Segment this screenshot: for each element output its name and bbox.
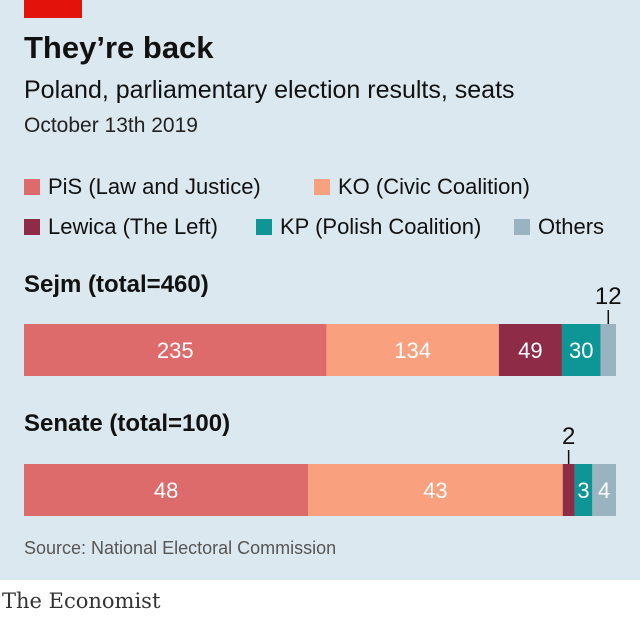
sejm-value-label-ko: 134 — [394, 338, 431, 363]
senate-value-label-pis: 48 — [154, 478, 178, 503]
sejm-value-label-others: 12 — [595, 283, 622, 310]
senate-value-label-lewica: 2 — [562, 423, 575, 450]
senate-value-label-kp: 3 — [577, 478, 589, 503]
sejm-value-label-lewica: 49 — [518, 338, 542, 363]
sejm-value-label-pis: 235 — [157, 338, 194, 363]
senate-bar-lewica — [563, 464, 575, 516]
senate-value-label-others: 4 — [598, 478, 610, 503]
senate-value-label-ko: 43 — [423, 478, 447, 503]
sejm-value-label-kp: 30 — [569, 338, 593, 363]
source-note: Source: National Electoral Commission — [24, 538, 336, 559]
sejm-bar-others — [601, 324, 616, 376]
brand-logo-text: The Economist — [2, 589, 160, 613]
